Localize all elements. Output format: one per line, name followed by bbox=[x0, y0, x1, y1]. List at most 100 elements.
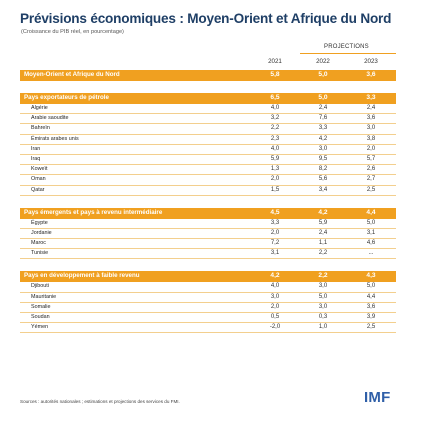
group-value: 6,5 bbox=[270, 94, 280, 101]
country-name: Iran bbox=[31, 145, 41, 152]
country-value: 3,6 bbox=[366, 115, 376, 122]
country-name: Mauritanie bbox=[31, 293, 57, 300]
country-value: 2,5 bbox=[366, 324, 376, 331]
country-value: 2,2 bbox=[270, 125, 280, 132]
country-value: 2,2 bbox=[318, 250, 328, 257]
projections-label: PROJECTIONS bbox=[324, 44, 369, 50]
country-value: -2,0 bbox=[269, 324, 281, 331]
group-spacer bbox=[20, 196, 396, 208]
year-2023: 2023 bbox=[364, 58, 378, 65]
country-value: 2,5 bbox=[366, 186, 376, 193]
country-value: 3,0 bbox=[270, 293, 280, 300]
country-name: Algérie bbox=[31, 105, 48, 111]
country-value: 1,5 bbox=[270, 186, 280, 193]
country-name: Égypte bbox=[31, 219, 48, 226]
country-value: 5,0 bbox=[366, 283, 376, 290]
group-spacer bbox=[20, 259, 396, 271]
country-name: Arabie saoudite bbox=[31, 115, 69, 122]
group-value: 4,4 bbox=[366, 208, 376, 216]
group-header-row: Pays en développement à faible revenu 4,2… bbox=[20, 271, 396, 283]
country-name: Koweït bbox=[31, 166, 48, 173]
country-value: 9,5 bbox=[318, 155, 328, 162]
country-value: 4,0 bbox=[270, 105, 280, 111]
page-title: Prévisions économiques : Moyen-Orient et… bbox=[20, 11, 392, 26]
country-row: Djibouti 4,0 3,0 5,0 bbox=[20, 282, 396, 293]
country-value: 1,1 bbox=[318, 240, 328, 247]
country-name: Bahreïn bbox=[31, 125, 50, 132]
source-note: Sources : autorités nationales ; estimat… bbox=[20, 399, 180, 404]
group-header-row: Pays exportateurs de pétrole 6,5 5,0 3,3 bbox=[20, 93, 396, 104]
summary-label: Moyen-Orient et Afrique du Nord bbox=[24, 71, 120, 78]
country-value: 4,2 bbox=[318, 135, 328, 142]
country-value: 2,6 bbox=[366, 166, 376, 173]
summary-value: 3,6 bbox=[366, 71, 376, 78]
country-name: Jordanie bbox=[31, 229, 52, 236]
country-value: 2,3 bbox=[270, 135, 280, 142]
group-spacer bbox=[20, 81, 396, 93]
page-subtitle: (Croissance du PIB réel, en pourcentage) bbox=[21, 29, 124, 35]
country-value: 2,4 bbox=[318, 105, 328, 111]
country-value: 5,9 bbox=[270, 155, 280, 162]
country-value: 2,0 bbox=[270, 176, 280, 183]
country-value: 3,6 bbox=[366, 303, 376, 310]
country-row: Maroc 7,2 1,1 4,6 bbox=[20, 239, 396, 250]
country-row: Algérie 4,0 2,4 2,4 bbox=[20, 104, 396, 115]
country-name: Qatar bbox=[31, 186, 45, 193]
year-2022: 2022 bbox=[316, 58, 330, 65]
country-row: Tunisie 3,1 2,2... bbox=[20, 249, 396, 260]
country-value: 2,0 bbox=[270, 303, 280, 310]
country-row: Arabie saoudite 3,2 7,6 3,6 bbox=[20, 114, 396, 125]
groups-container: Pays exportateurs de pétrole 6,5 5,0 3,3 Alg… bbox=[20, 81, 396, 334]
group-header-row: Pays émergents et pays à revenu interméd… bbox=[20, 207, 396, 219]
country-row: Yémen -2,0 1,0 2,5 bbox=[20, 323, 396, 334]
country-value: 3,1 bbox=[270, 250, 280, 257]
country-value: 3,8 bbox=[366, 135, 376, 142]
country-value: 1,3 bbox=[270, 166, 280, 173]
country-name: Maroc bbox=[31, 240, 46, 247]
country-value: 4,4 bbox=[366, 293, 376, 300]
country-value: 0,3 bbox=[318, 314, 328, 320]
group-label: Pays émergents et pays à revenu interméd… bbox=[24, 208, 163, 216]
country-value: 3,0 bbox=[318, 303, 328, 310]
summary-value: 5,0 bbox=[318, 71, 328, 78]
country-value: ... bbox=[368, 250, 374, 257]
country-value: 1,0 bbox=[318, 324, 328, 331]
group-value: 4,2 bbox=[318, 208, 328, 216]
country-row: Jordanie 2,0 2,4 3,1 bbox=[20, 229, 396, 240]
imf-logo: IMF bbox=[364, 389, 391, 406]
group-value: 4,2 bbox=[270, 272, 280, 280]
country-name: Somalie bbox=[31, 303, 51, 310]
country-value: 4,0 bbox=[270, 283, 280, 290]
country-value: 3,3 bbox=[270, 219, 280, 226]
country-value: 4,0 bbox=[270, 145, 280, 152]
country-row: Qatar 1,5 3,4 2,5 bbox=[20, 186, 396, 196]
country-value: 2,0 bbox=[270, 229, 280, 236]
forecast-table: Moyen-Orient et Afrique du Nord 5,8 5,0 … bbox=[20, 70, 396, 334]
country-value: 3,0 bbox=[318, 145, 328, 152]
group-value: 4,3 bbox=[366, 272, 376, 280]
country-name: Yémen bbox=[31, 324, 49, 331]
country-row: Égypte 3,3 5,9 5,0 bbox=[20, 219, 396, 229]
country-value: 8,2 bbox=[318, 166, 328, 173]
country-value: 3,2 bbox=[270, 115, 280, 122]
country-value: 3,3 bbox=[318, 125, 328, 132]
country-name: Tunisie bbox=[31, 250, 49, 257]
country-value: 7,2 bbox=[270, 240, 280, 247]
projections-divider bbox=[300, 53, 396, 54]
country-name: Oman bbox=[31, 176, 46, 183]
group-value: 4,5 bbox=[270, 208, 280, 216]
group-value: 2,2 bbox=[318, 272, 328, 280]
country-value: 5,6 bbox=[318, 176, 328, 183]
country-row: Mauritanie 3,0 5,0 4,4 bbox=[20, 293, 396, 303]
country-row: Iraq 5,9 9,5 5,7 bbox=[20, 155, 396, 166]
group-value: 5,0 bbox=[318, 94, 328, 101]
country-row: Soudan 0,5 0,3 3,9 bbox=[20, 313, 396, 324]
country-value: 5,0 bbox=[366, 219, 376, 226]
country-value: 3,0 bbox=[318, 283, 328, 290]
group-label: Pays en développement à faible revenu bbox=[24, 272, 140, 280]
country-value: 0,5 bbox=[270, 314, 280, 320]
country-name: Émirats arabes unis bbox=[31, 135, 79, 142]
country-value: 3,1 bbox=[366, 229, 376, 236]
country-name: Djibouti bbox=[31, 283, 49, 290]
country-name: Iraq bbox=[31, 155, 41, 162]
